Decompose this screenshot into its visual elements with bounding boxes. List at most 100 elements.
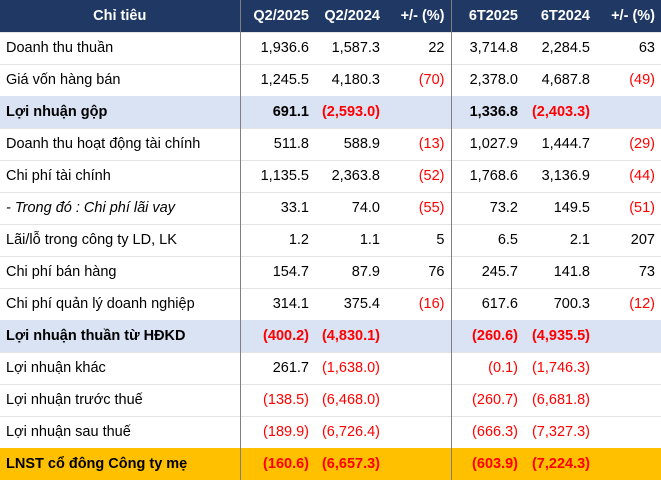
row-label: Chi phí tài chính	[0, 160, 241, 192]
cell-h25: 1,027.9	[469, 136, 518, 152]
cell-h25: (666.3)	[472, 424, 518, 441]
cell-h25: 1,768.6	[469, 168, 518, 184]
table-row: Lợi nhuận trước thuế (138.5) (6,468.0) (260…	[0, 384, 661, 416]
cell-qc	[386, 352, 452, 384]
cell-q25: 1,135.5	[260, 168, 309, 184]
cell-h24: 2,284.5	[541, 40, 590, 56]
row-label: Doanh thu hoạt động tài chính	[0, 128, 241, 160]
cell-hc: 207	[630, 232, 655, 248]
cell-h25: 6.5	[497, 232, 518, 248]
cell-h25: (0.1)	[488, 360, 518, 376]
cell-q25: 33.1	[280, 200, 309, 216]
cell-q24: 588.9	[343, 136, 380, 152]
header-q2-2025: Q2/2025	[240, 0, 315, 32]
header-indicator: Chỉ tiêu	[0, 0, 241, 32]
cell-q25: (160.6)	[240, 448, 315, 480]
cell-hc	[596, 384, 661, 416]
cell-qc: (16)	[386, 288, 452, 320]
row-label: Giá vốn hàng bán	[0, 64, 241, 96]
row-label: Lợi nhuận khác	[0, 352, 241, 384]
cell-q25: 1,245.5	[260, 72, 309, 89]
cell-q25: 154.7	[272, 264, 309, 280]
cell-q24: 1,587.3	[331, 40, 380, 56]
cell-hc: (44)	[629, 168, 655, 184]
cell-h24: (7,224.3)	[524, 448, 596, 480]
table-row: Giá vốn hàng bán 1,245.5 4,180.3 (70) 2,378.…	[0, 64, 661, 96]
cell-hc: 73	[638, 264, 655, 280]
table-row: Doanh thu thuần 1,936.6 1,587.3 22 3,714.8 2,…	[0, 32, 661, 64]
cell-h24: 700.3	[553, 296, 590, 313]
cell-hc	[596, 96, 661, 128]
table-row: Chi phí tài chính 1,135.5 2,363.8 (52) 1,768…	[0, 160, 661, 192]
cell-q25: (400.2)	[240, 320, 315, 352]
cell-q25: (138.5)	[263, 392, 309, 408]
cell-hc: (29)	[629, 136, 655, 152]
cell-q24: (1,638.0)	[321, 360, 380, 376]
income-statement-table: Chỉ tiêu Q2/2025 Q2/2024 +/- (%) 6T2025 …	[0, 0, 661, 480]
cell-h24: 3,136.9	[541, 168, 590, 184]
table-row: Lợi nhuận gộp 691.1 (2,593.0) 1,336.8 (2,403…	[0, 96, 661, 128]
cell-q25: 511.8	[273, 136, 309, 152]
cell-q24: 1.1	[359, 232, 380, 248]
cell-h25: (603.9)	[451, 448, 524, 480]
cell-h24: (6,681.8)	[531, 392, 590, 408]
header-6t2024: 6T2024	[524, 0, 596, 32]
cell-h25: (260.6)	[451, 320, 524, 352]
header-row: Chỉ tiêu Q2/2025 Q2/2024 +/- (%) 6T2025 …	[0, 0, 661, 32]
cell-q24: (4,830.1)	[315, 320, 386, 352]
cell-h24: 1,444.7	[541, 136, 590, 152]
table-body: Doanh thu thuần 1,936.6 1,587.3 22 3,714.8 2,…	[0, 32, 661, 480]
cell-q25: 314.1	[272, 296, 309, 313]
cell-q24: 2,363.8	[331, 168, 380, 184]
cell-q24: (2,593.0)	[315, 96, 386, 128]
cell-qc: (52)	[386, 160, 452, 192]
cell-h24: 4,687.8	[541, 72, 590, 89]
cell-h24: 149.5	[553, 200, 590, 216]
cell-hc: 63	[638, 40, 655, 56]
cell-h25: (260.7)	[472, 392, 518, 408]
cell-h24: 141.8	[553, 264, 590, 280]
cell-h24: (2,403.3)	[524, 96, 596, 128]
table-row: Lợi nhuận thuần từ HĐKD (400.2) (4,830.1) (…	[0, 320, 661, 352]
cell-h24: (7,327.3)	[531, 424, 590, 441]
cell-q25: (189.9)	[263, 424, 309, 441]
cell-qc: (13)	[386, 128, 452, 160]
cell-q24: 87.9	[351, 264, 380, 280]
cell-hc: (12)	[629, 296, 655, 313]
cell-hc	[596, 448, 661, 480]
table-row: Chi phí bán hàng 154.7 87.9 76 245.7 141.8 73	[0, 256, 661, 288]
table-row: Chi phí quản lý doanh nghiệp 314.1 375.4 (1…	[0, 288, 661, 320]
cell-q24: (6,726.4)	[321, 424, 380, 441]
cell-q25: 1.2	[288, 232, 309, 248]
cell-q25: 1,936.6	[260, 40, 309, 56]
row-label: Chi phí bán hàng	[0, 256, 241, 288]
cell-h25: 1,336.8	[451, 96, 524, 128]
cell-h25: 3,714.8	[469, 40, 518, 56]
cell-h25: 73.2	[489, 200, 518, 216]
cell-h25: 2,378.0	[469, 72, 518, 89]
cell-h24: 2.1	[569, 232, 590, 248]
cell-q24: 74.0	[351, 200, 380, 216]
cell-qc	[386, 320, 452, 352]
cell-h25: 245.7	[481, 264, 518, 280]
header-6t2025: 6T2025	[451, 0, 524, 32]
table-row: Doanh thu hoạt động tài chính 511.8 588.9 (…	[0, 128, 661, 160]
cell-qc	[386, 448, 452, 480]
cell-qc	[386, 96, 452, 128]
table-row: Lợi nhuận khác 261.7 (1,638.0) (0.1) (1,746.…	[0, 352, 661, 384]
cell-qc: 76	[386, 256, 452, 288]
row-label: LNST cổ đông Công ty mẹ	[0, 448, 241, 480]
cell-h25: 617.6	[481, 296, 518, 313]
row-label: Chi phí quản lý doanh nghiệp	[0, 288, 241, 320]
table-row: Lợi nhuận sau thuế (189.9) (6,726.4) (666.3…	[0, 416, 661, 448]
table-row: - Trong đó : Chi phí lãi vay 33.1 74.0 (55)…	[0, 192, 661, 224]
row-label: Lợi nhuận gộp	[0, 96, 241, 128]
header-q2-2024: Q2/2024	[315, 0, 386, 32]
cell-hc	[596, 416, 661, 448]
cell-hc	[596, 352, 661, 384]
cell-hc: (51)	[629, 200, 655, 216]
table-row: Lãi/lỗ trong công ty LD, LK 1.2 1.1 5 6.5 2.1…	[0, 224, 661, 256]
cell-q24: (6,657.3)	[315, 448, 386, 480]
cell-qc: 5	[386, 224, 452, 256]
